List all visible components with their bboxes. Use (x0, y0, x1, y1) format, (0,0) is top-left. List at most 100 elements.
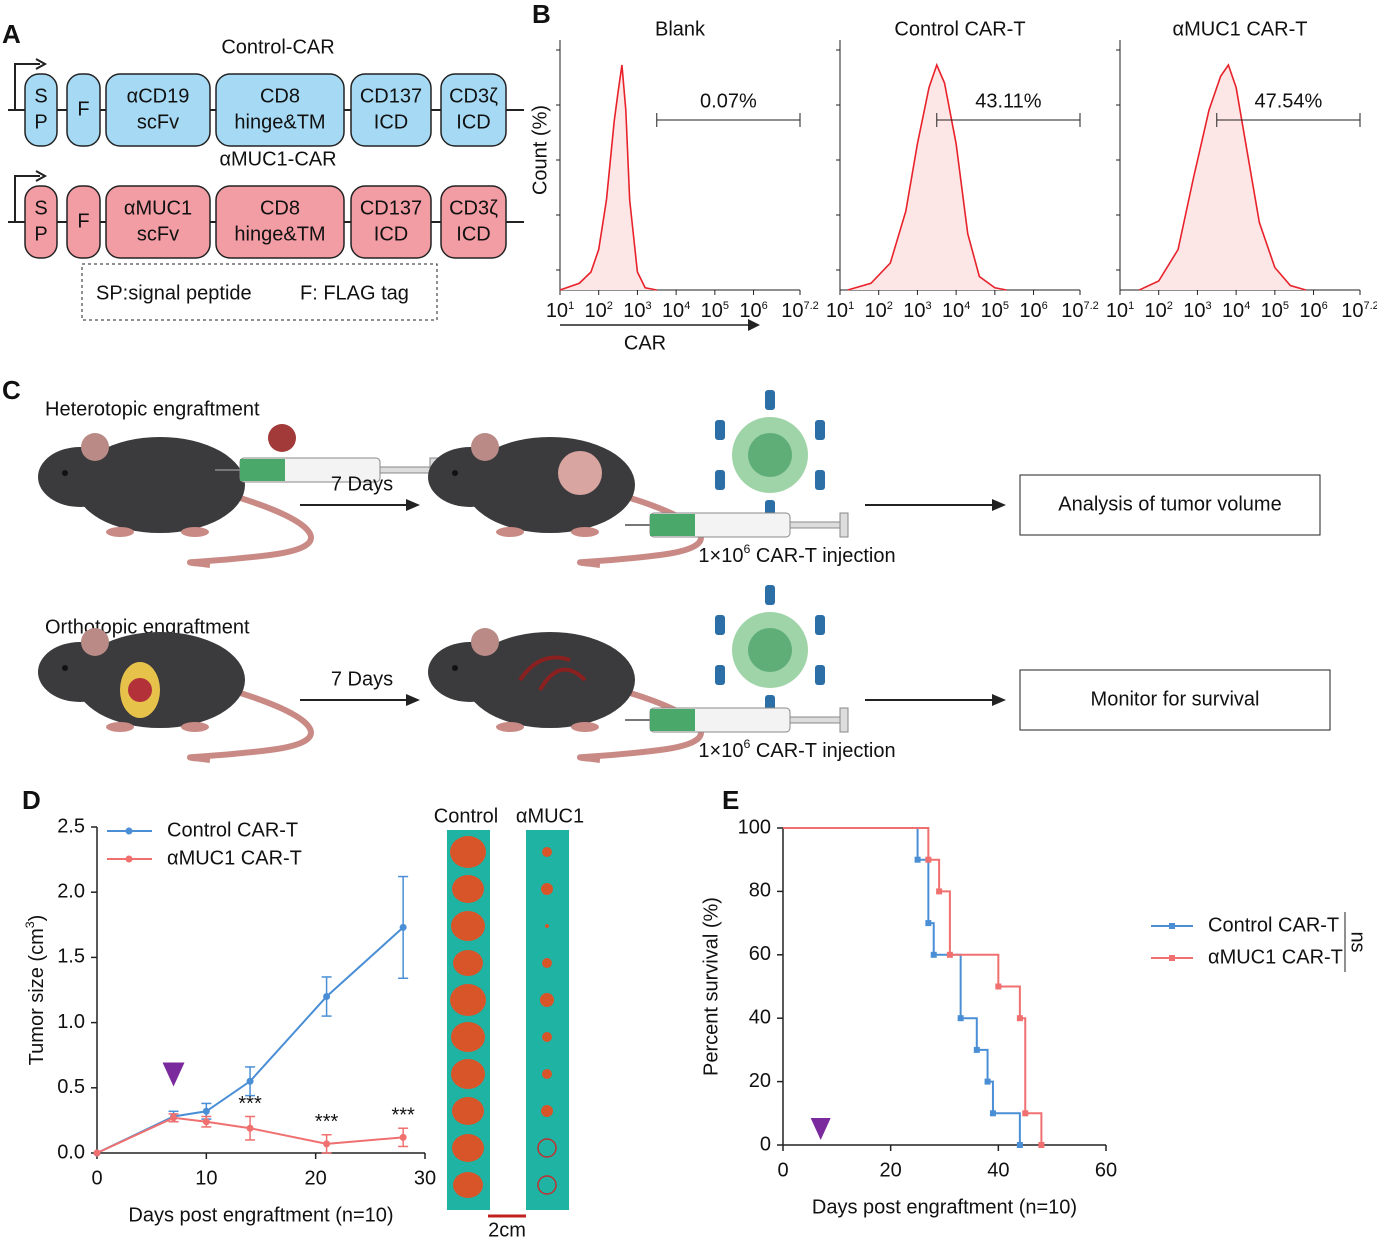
censor-mark (930, 951, 937, 958)
domain-label: CD8 (260, 197, 300, 219)
domain-label: P (34, 111, 47, 133)
mouse-eye (62, 665, 68, 671)
arrowhead (992, 694, 1006, 706)
domain (66, 73, 101, 147)
arrowhead (406, 694, 420, 706)
gate-label: 43.11% (975, 90, 1042, 112)
legend-label: αMUC1 CAR-T (167, 847, 302, 869)
x-tick-label: 102 (865, 300, 893, 322)
tick-exp: 6 (1322, 300, 1328, 312)
tumor (558, 451, 602, 495)
x-tick-label: 104 (662, 300, 690, 322)
histogram-line (847, 62, 1007, 291)
tumor-photo (450, 836, 486, 868)
x-tick-label: 107.2 (1341, 300, 1377, 322)
domain-label: ICD (374, 223, 408, 245)
tumor-photo (542, 1032, 552, 1042)
receptor (715, 470, 725, 490)
mouse-ear (471, 628, 499, 656)
histogram-area (1139, 65, 1306, 290)
mouse-foot (181, 527, 209, 537)
receptor (715, 665, 725, 685)
censor-mark (946, 951, 953, 958)
injection-label-part: CAR-T injection (750, 545, 895, 567)
x-tick-label: 106 (739, 300, 767, 322)
x-tick-label: 10 (195, 1167, 217, 1189)
tick-base: 10 (1106, 300, 1128, 322)
tick-base: 10 (662, 300, 684, 322)
tick-base: 10 (546, 300, 568, 322)
domain-label: αMUC1 (124, 197, 192, 219)
y-tick-label: 2.5 (57, 815, 85, 837)
mouse-head (38, 447, 122, 507)
x-tick-label: 101 (826, 300, 854, 322)
tick-base: 10 (585, 300, 607, 322)
tumor-photo (541, 1105, 553, 1117)
domain-label: ICD (456, 223, 490, 245)
domain-label: S (34, 85, 47, 107)
x-tick-label: 102 (1145, 300, 1173, 322)
mouse-body (465, 632, 635, 728)
construct-name: Control-CAR (221, 36, 334, 58)
wait-label: 7 Days (331, 473, 393, 495)
mouse-eye (62, 470, 68, 476)
censor-mark (1016, 1142, 1023, 1148)
y-tick-label: 40 (749, 1006, 771, 1028)
data-point (399, 1133, 407, 1141)
data-point (170, 1114, 178, 1122)
injection-label: 1×106 CAR-T injection (698, 542, 895, 567)
metastasis (518, 655, 587, 692)
receptor (815, 615, 825, 635)
data-point (399, 923, 407, 931)
mouse-illustration (38, 433, 314, 568)
x-tick-label: 40 (987, 1159, 1009, 1181)
scale-label: 2cm (488, 1219, 526, 1240)
syringe-plunger (789, 521, 841, 529)
y-tick-label: 1.5 (57, 946, 85, 968)
domain (24, 73, 58, 147)
tick-base: 10 (781, 300, 803, 322)
domain-label: P (34, 223, 47, 245)
tick-base: 10 (981, 300, 1003, 322)
receptor (815, 420, 825, 440)
data-point (323, 993, 331, 1001)
tumor-photo (453, 1172, 483, 1198)
mouse-illustration (38, 628, 314, 763)
tumor-photo (452, 1134, 484, 1162)
survival-curve (783, 827, 1043, 1145)
tick-exp: 3 (925, 300, 931, 312)
mouse-foot (571, 722, 599, 732)
tumor-absent (537, 1175, 557, 1195)
treatment-marker (810, 1118, 831, 1140)
tick-exp: 2 (887, 300, 893, 312)
syringe-fluid (650, 709, 695, 731)
mouse-eye (452, 470, 458, 476)
domain (350, 73, 432, 147)
mouse-head (428, 642, 512, 702)
tumor-photo (542, 847, 552, 857)
tumor-photo (450, 984, 486, 1016)
tick-exp: 5 (1003, 300, 1009, 312)
histogram-title: Control CAR-T (894, 18, 1025, 40)
y-tick-label: 60 (749, 943, 771, 965)
mouse-foot (181, 722, 209, 732)
legend-point (125, 855, 133, 863)
tick-base: 10 (903, 300, 925, 322)
construct-name: αMUC1-CAR (219, 148, 336, 170)
axis-arrowhead (748, 319, 760, 331)
promoter (14, 175, 40, 222)
censor-mark (1016, 1015, 1023, 1022)
domain-label: F (77, 98, 89, 120)
readout-label: Monitor for survival (1091, 688, 1260, 710)
tumor-photo (542, 958, 552, 968)
x-tick-label: 105 (1261, 300, 1289, 322)
mouse-tail (187, 687, 314, 763)
tick-exp: 5 (723, 300, 729, 312)
syringe-end (839, 707, 849, 733)
panel-label: E (722, 785, 739, 815)
y-tick-label: 0 (760, 1133, 771, 1155)
readout-label: Analysis of tumor volume (1058, 493, 1281, 515)
series-line (96, 1116, 404, 1154)
mouse-ear (81, 628, 109, 656)
legend-label: Control CAR-T (1208, 914, 1339, 936)
